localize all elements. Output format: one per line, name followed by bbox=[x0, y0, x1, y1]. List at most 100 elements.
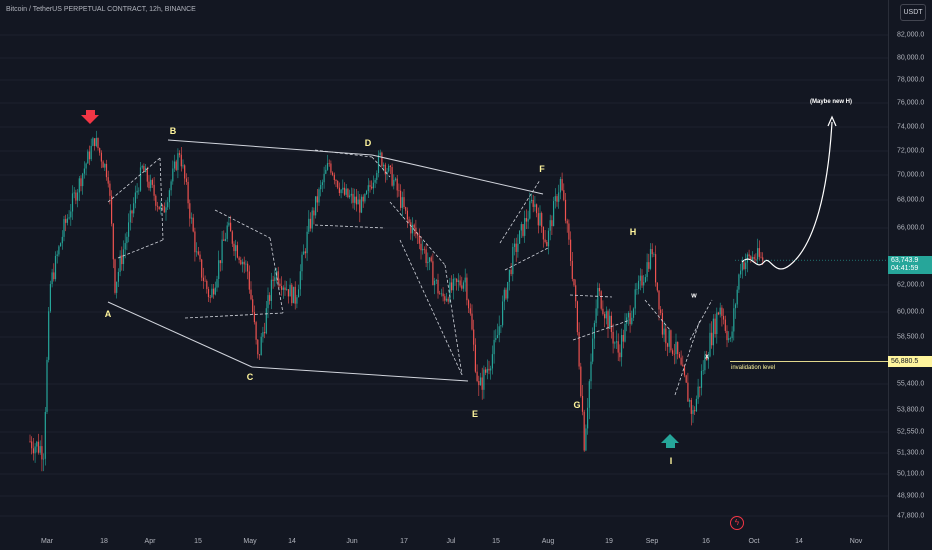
candle-body bbox=[590, 361, 592, 382]
candle-body bbox=[512, 246, 514, 275]
candle-body bbox=[224, 238, 227, 241]
candle-body bbox=[687, 382, 689, 402]
candle-body bbox=[240, 260, 242, 265]
candle-body bbox=[675, 341, 677, 355]
candle-body bbox=[592, 338, 594, 362]
candle-body bbox=[379, 152, 381, 156]
candle-body bbox=[270, 279, 272, 301]
candle-body bbox=[66, 218, 68, 223]
y-tick-label: 55,400.0 bbox=[897, 380, 925, 388]
candle-body bbox=[697, 386, 699, 399]
y-tick-label: 60,000.0 bbox=[897, 308, 925, 316]
candle-body bbox=[651, 249, 653, 255]
candle-body bbox=[636, 289, 638, 290]
candle-body bbox=[377, 155, 380, 173]
candle-body bbox=[649, 249, 652, 269]
candle-body bbox=[133, 203, 135, 214]
candle-body bbox=[729, 338, 731, 339]
candle-body bbox=[546, 242, 548, 247]
wave-label-x: x bbox=[705, 353, 709, 361]
candle-body bbox=[700, 370, 703, 388]
candle-body bbox=[226, 225, 228, 239]
wave-label-b: B bbox=[169, 126, 177, 136]
candle-body bbox=[184, 165, 186, 179]
candle-body bbox=[292, 286, 295, 304]
x-tick-label: 14 bbox=[795, 538, 803, 545]
y-tick-label: 51,300.0 bbox=[897, 449, 925, 457]
candle-body bbox=[165, 207, 167, 213]
down-arrow-icon bbox=[81, 110, 99, 124]
candle-body bbox=[90, 145, 92, 160]
candle-body bbox=[547, 230, 550, 247]
candle-body bbox=[214, 287, 216, 295]
lightning-icon[interactable]: ϟ bbox=[730, 516, 744, 530]
candle-body bbox=[469, 308, 471, 314]
candle-body bbox=[201, 259, 203, 278]
candle-body bbox=[498, 326, 500, 336]
candle-body bbox=[553, 201, 555, 227]
y-tick-label: 76,000.0 bbox=[897, 99, 925, 107]
current-price-tag: 63,743.9 04:41:59 bbox=[888, 256, 932, 274]
candle-body bbox=[281, 285, 283, 290]
candle-body bbox=[672, 350, 674, 354]
candle-body bbox=[621, 335, 623, 358]
y-tick-label: 66,000.0 bbox=[897, 224, 925, 232]
candle-body bbox=[476, 371, 478, 381]
candle-body bbox=[218, 260, 220, 279]
invalidation-label: invalidation level bbox=[731, 365, 776, 371]
y-tick-label: 53,800.0 bbox=[897, 406, 925, 414]
candle-body bbox=[325, 169, 327, 174]
candle-body bbox=[299, 271, 301, 290]
candle-body bbox=[104, 163, 106, 168]
candle-body bbox=[551, 220, 553, 227]
candle-body bbox=[605, 311, 607, 319]
candle-body bbox=[408, 219, 410, 223]
candle-body bbox=[428, 257, 431, 262]
candle-body bbox=[175, 161, 177, 170]
candle-body bbox=[755, 258, 757, 260]
candle-body bbox=[746, 254, 748, 263]
candle-body bbox=[323, 173, 325, 183]
candle-body bbox=[70, 211, 72, 218]
candle-body bbox=[437, 279, 439, 294]
candle-body bbox=[58, 246, 60, 255]
candle-body bbox=[753, 256, 755, 259]
wave-label-g: G bbox=[573, 400, 581, 410]
candle-body bbox=[668, 330, 670, 347]
candle-body bbox=[702, 370, 704, 371]
wave-label-d: D bbox=[364, 138, 372, 148]
candle-body bbox=[571, 260, 573, 279]
candle-body bbox=[260, 336, 262, 356]
candle-body bbox=[413, 224, 415, 228]
price-axis[interactable] bbox=[888, 0, 932, 550]
candle-body bbox=[126, 236, 128, 244]
candle-body bbox=[364, 193, 366, 202]
currency-button[interactable]: USDT bbox=[900, 4, 926, 21]
candle-body bbox=[629, 312, 631, 325]
candle-body bbox=[138, 190, 140, 192]
candle-body bbox=[197, 251, 199, 255]
candle-body bbox=[163, 206, 165, 213]
candle-body bbox=[632, 308, 635, 318]
candle-body bbox=[233, 243, 235, 252]
candle-body bbox=[151, 179, 153, 185]
candle-body bbox=[614, 342, 616, 344]
candle-body bbox=[401, 197, 403, 208]
candle-body bbox=[692, 410, 694, 414]
candle-body bbox=[646, 262, 648, 278]
candle-body bbox=[204, 280, 206, 282]
candle-body bbox=[648, 262, 650, 269]
candle-body bbox=[597, 287, 599, 309]
x-tick-label: Mar bbox=[40, 538, 54, 545]
candle-body bbox=[53, 272, 55, 280]
candle-body bbox=[474, 344, 476, 372]
candle-body bbox=[478, 380, 480, 386]
candle-body bbox=[304, 251, 306, 254]
candle-body bbox=[117, 271, 119, 282]
candle-body bbox=[374, 179, 376, 183]
candle-body bbox=[406, 210, 408, 220]
y-tick-label: 70,000.0 bbox=[897, 171, 925, 179]
candle-body bbox=[381, 152, 383, 167]
candle-body bbox=[510, 269, 512, 275]
